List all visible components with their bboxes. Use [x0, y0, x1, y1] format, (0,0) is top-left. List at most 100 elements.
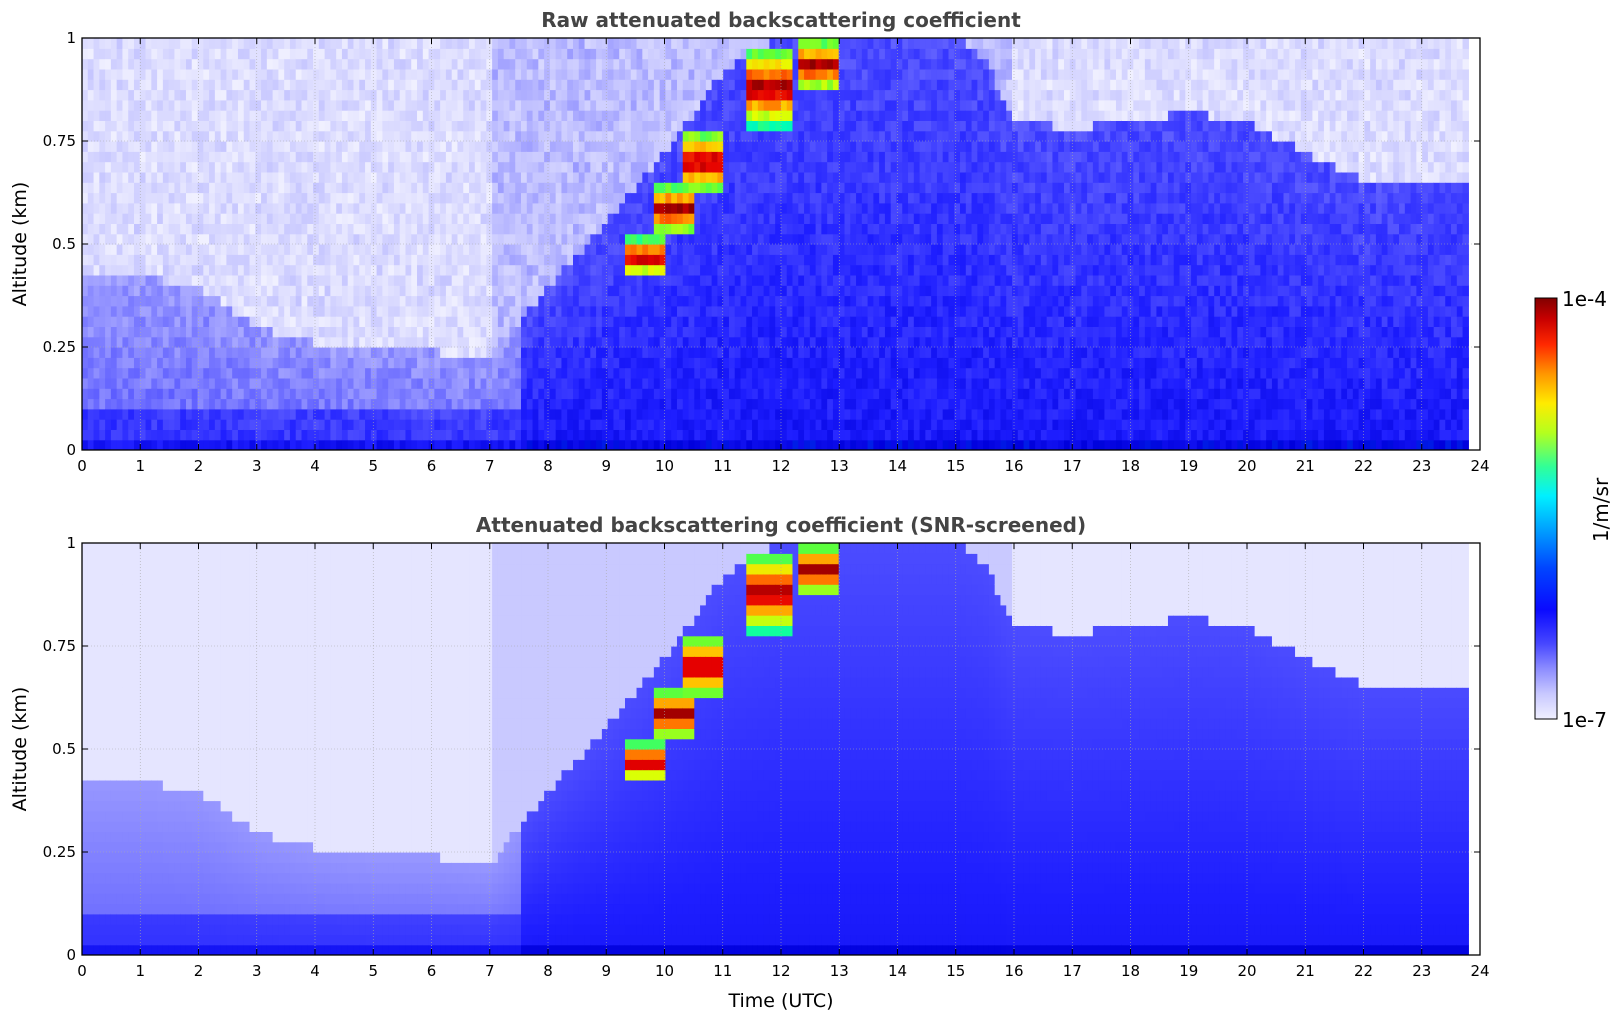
- heatmap-cell: [601, 48, 609, 60]
- heatmap-cell: [648, 38, 655, 49]
- heatmap-cell: [168, 192, 176, 204]
- heatmap-cell: [653, 326, 661, 338]
- heatmap-cell: [261, 58, 268, 70]
- heatmap-cell: [243, 388, 251, 400]
- heatmap-cell: [596, 68, 603, 80]
- heatmap-cell: [393, 347, 401, 358]
- heatmap-cell: [370, 48, 378, 60]
- heatmap-cell: [676, 429, 684, 441]
- heatmap-cell: [128, 110, 135, 121]
- heatmap-cell: [705, 141, 713, 152]
- heatmap-cell: [347, 79, 355, 91]
- heatmap-cell: [457, 38, 464, 49]
- heatmap-cell: [492, 326, 499, 338]
- heatmap-cell: [203, 377, 210, 389]
- heatmap-cell: [191, 68, 199, 80]
- heatmap-cell: [544, 439, 551, 450]
- heatmap-cell: [763, 141, 770, 152]
- heatmap-cell: [388, 223, 395, 235]
- heatmap-cell: [757, 233, 765, 245]
- heatmap-cell: [792, 130, 799, 142]
- heatmap-cell: [792, 336, 799, 348]
- heatmap-cell: [220, 419, 228, 430]
- heatmap-raw: [82, 38, 1469, 450]
- heatmap-cell: [734, 171, 742, 183]
- heatmap-cell: [370, 295, 378, 307]
- heatmap-cell: [717, 336, 724, 348]
- heatmap-cell: [521, 367, 528, 379]
- heatmap-cell: [133, 171, 141, 183]
- heatmap-cell: [232, 68, 239, 80]
- heatmap-cell: [578, 233, 586, 245]
- heatmap-cell: [284, 347, 291, 358]
- heatmap-cell: [301, 419, 308, 430]
- heatmap-cell: [162, 38, 170, 49]
- heatmap-cell: [780, 182, 788, 194]
- heatmap-cell: [700, 151, 707, 163]
- heatmap-cell: [382, 110, 389, 121]
- heatmap-cell: [249, 192, 256, 204]
- heatmap-cell: [359, 357, 366, 369]
- heatmap-cell: [162, 89, 170, 101]
- heatmap-cell: [307, 171, 314, 183]
- heatmap-cell: [116, 202, 124, 214]
- heatmap-cell: [122, 398, 129, 410]
- heatmap-cell: [376, 295, 383, 307]
- heatmap-cell: [509, 48, 516, 60]
- heatmap-cell: [636, 439, 643, 450]
- heatmap-cell: [492, 223, 499, 235]
- heatmap-cell: [659, 429, 667, 441]
- heatmap-cell: [232, 244, 239, 255]
- heatmap-cell: [214, 419, 222, 430]
- heatmap-cell: [711, 141, 719, 152]
- heatmap-cell: [347, 305, 355, 317]
- heatmap-cell: [694, 388, 701, 400]
- heatmap-cell: [538, 367, 545, 379]
- heatmap-cell: [474, 408, 482, 420]
- heatmap-cell: [122, 285, 129, 297]
- heatmap-cell: [289, 305, 297, 317]
- heatmap-cell: [509, 285, 516, 297]
- heatmap-cell: [734, 408, 742, 420]
- heatmap-cell: [607, 68, 615, 80]
- heatmap-cell: [214, 38, 222, 49]
- heatmap-cell: [417, 367, 424, 379]
- heatmap-cell: [232, 79, 239, 91]
- heatmap-cell: [723, 182, 730, 194]
- heatmap-cell: [307, 419, 314, 430]
- heatmap-cell: [463, 398, 470, 410]
- heatmap-cell: [243, 429, 251, 441]
- heatmap-cell: [492, 99, 499, 111]
- heatmap-cell: [417, 316, 424, 327]
- heatmap-cell: [440, 99, 447, 111]
- heatmap-cell: [711, 408, 719, 420]
- heatmap-cell: [509, 99, 516, 111]
- heatmap-cell: [561, 223, 568, 235]
- heatmap-cell: [440, 274, 447, 286]
- heatmap-cell: [145, 233, 152, 245]
- heatmap-cell: [272, 130, 279, 142]
- heatmap-cell: [463, 336, 470, 348]
- heatmap-cell: [133, 316, 141, 327]
- heatmap-cell: [197, 89, 204, 101]
- heatmap-cell: [763, 38, 770, 49]
- heatmap-cell: [624, 388, 632, 400]
- heatmap-cell: [624, 274, 632, 286]
- heatmap-cell: [289, 202, 297, 214]
- heatmap-cell: [232, 419, 239, 430]
- heatmap-cell: [405, 295, 412, 307]
- heatmap-cell: [613, 377, 620, 389]
- heatmap-cell: [544, 429, 551, 441]
- heatmap-cell: [151, 377, 158, 389]
- heatmap-cell: [665, 223, 672, 235]
- heatmap-cell: [746, 38, 753, 49]
- heatmap-cell: [209, 223, 216, 235]
- heatmap-cell: [694, 357, 701, 369]
- heatmap-cell: [746, 213, 753, 224]
- heatmap-cell: [318, 192, 326, 204]
- heatmap-cell: [734, 398, 742, 410]
- heatmap-cell: [457, 377, 464, 389]
- heatmap-cell: [538, 48, 545, 60]
- heatmap-cell: [630, 398, 638, 410]
- heatmap-cell: [728, 398, 736, 410]
